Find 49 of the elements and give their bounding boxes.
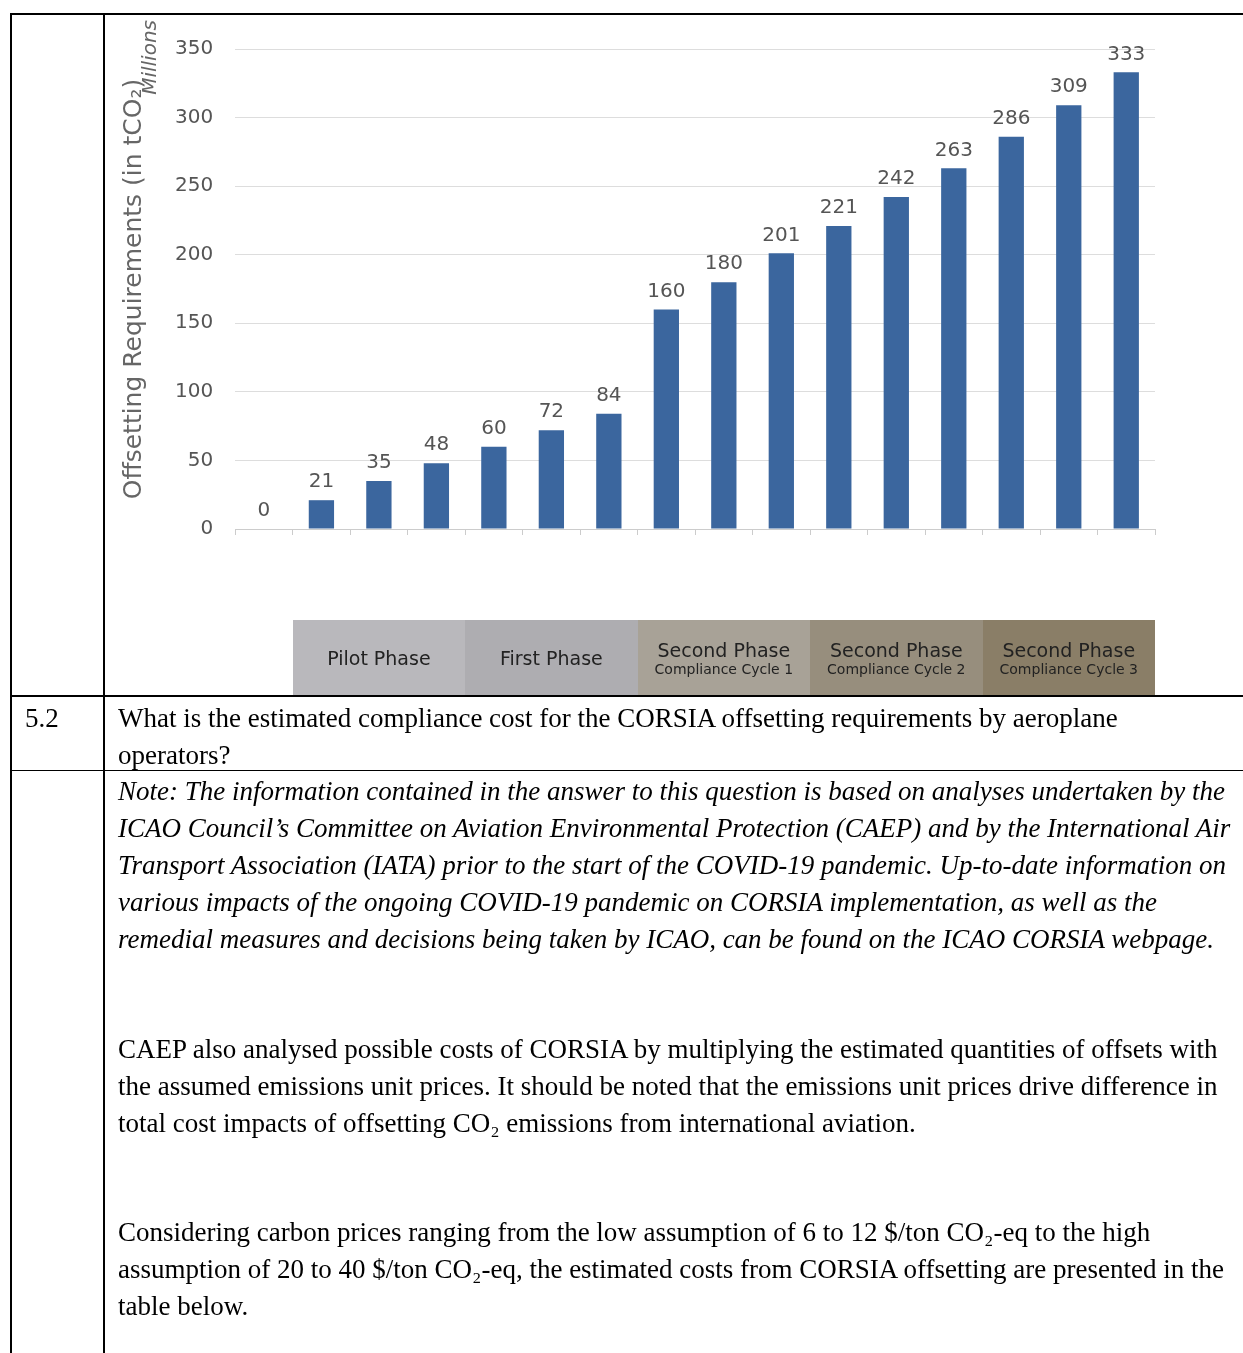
y-tick-label: 350: [174, 35, 214, 60]
bar: [941, 168, 967, 529]
text: Second Phase Compliance Cycle 3: [999, 638, 1138, 677]
text: Considering carbon prices ranging from the low assumption of 6 to 12 $/ton CO₂-eq to the high assumption of 20 to 40 $/ton CO₂-eq, the estimated costs from CORSIA offsetting are presented in the table below.: [118, 1216, 1225, 1323]
y-tick-label: 50: [187, 446, 214, 471]
bar: [1056, 105, 1082, 529]
y-tick-label: 300: [174, 103, 214, 128]
data-label: 333: [1107, 40, 1146, 65]
data-label: 180: [704, 250, 743, 275]
text: 5.2: [25, 702, 60, 735]
y-tick-label: 0: [200, 515, 214, 540]
y-tick-label: 100: [174, 378, 214, 403]
bar: [1113, 72, 1139, 529]
data-label: 84: [596, 382, 622, 406]
bar: [481, 446, 507, 529]
data-label: 160: [647, 277, 686, 302]
data-label: 0: [257, 497, 271, 522]
text: What is the estimated compliance cost for the CORSIA offsetting requirements by aeroplane operators?: [118, 702, 1119, 772]
bar: [653, 309, 679, 529]
data-label: 242: [877, 165, 916, 190]
data-label: 21: [308, 468, 335, 493]
bar: [596, 413, 622, 529]
data-label: 60: [481, 414, 507, 439]
bar: [538, 430, 565, 529]
data-label: 201: [762, 221, 801, 246]
data-label: 221: [819, 194, 858, 219]
y-tick-label: 250: [174, 172, 214, 197]
bar: [998, 136, 1024, 529]
bar: [711, 282, 737, 529]
data-label: 286: [992, 104, 1031, 129]
data-label: 309: [1049, 73, 1088, 98]
bar: [883, 197, 909, 529]
data-label: 48: [423, 431, 450, 456]
text: Pilot Phase: [327, 646, 431, 669]
bar: [826, 225, 852, 529]
bar: [308, 500, 335, 529]
text: First Phase: [499, 646, 603, 669]
bar: [768, 253, 794, 529]
text: Second Phase Compliance Cycle 2: [827, 638, 966, 677]
text: CAEP also analysed possible costs of CORSIA by multiplying the estimated quantities of offsets with the assumed emissions unit prices. It should be noted that the emissions unit prices drive difference in total cost impacts of offsetting CO₂ emissions from international aviation.: [118, 1033, 1219, 1140]
data-label: 35: [366, 449, 392, 474]
y-tick-label: 150: [174, 309, 214, 334]
bar: [366, 481, 392, 529]
bar: [423, 463, 450, 529]
data-label: 72: [538, 398, 565, 423]
text: Note: The information contained in the answer to this question is based on analyses undertaken by the ICAO Council’s Committee on Aviation Environmental Protection (CAEP) and by the International Air Transport Association (IATA) prior to the start of the COVID-19 pandemic. Up-to-date information on various impacts of the ongoing COVID-19 pandemic on CORSIA implementation, as well as the remedial measures and decisions being taken by ICAO, can be found on the ICAO CORSIA webpage.: [118, 775, 1232, 956]
data-label: 263: [934, 136, 973, 161]
y-tick-label: 200: [174, 240, 214, 265]
text: Second Phase Compliance Cycle 1: [654, 638, 794, 677]
